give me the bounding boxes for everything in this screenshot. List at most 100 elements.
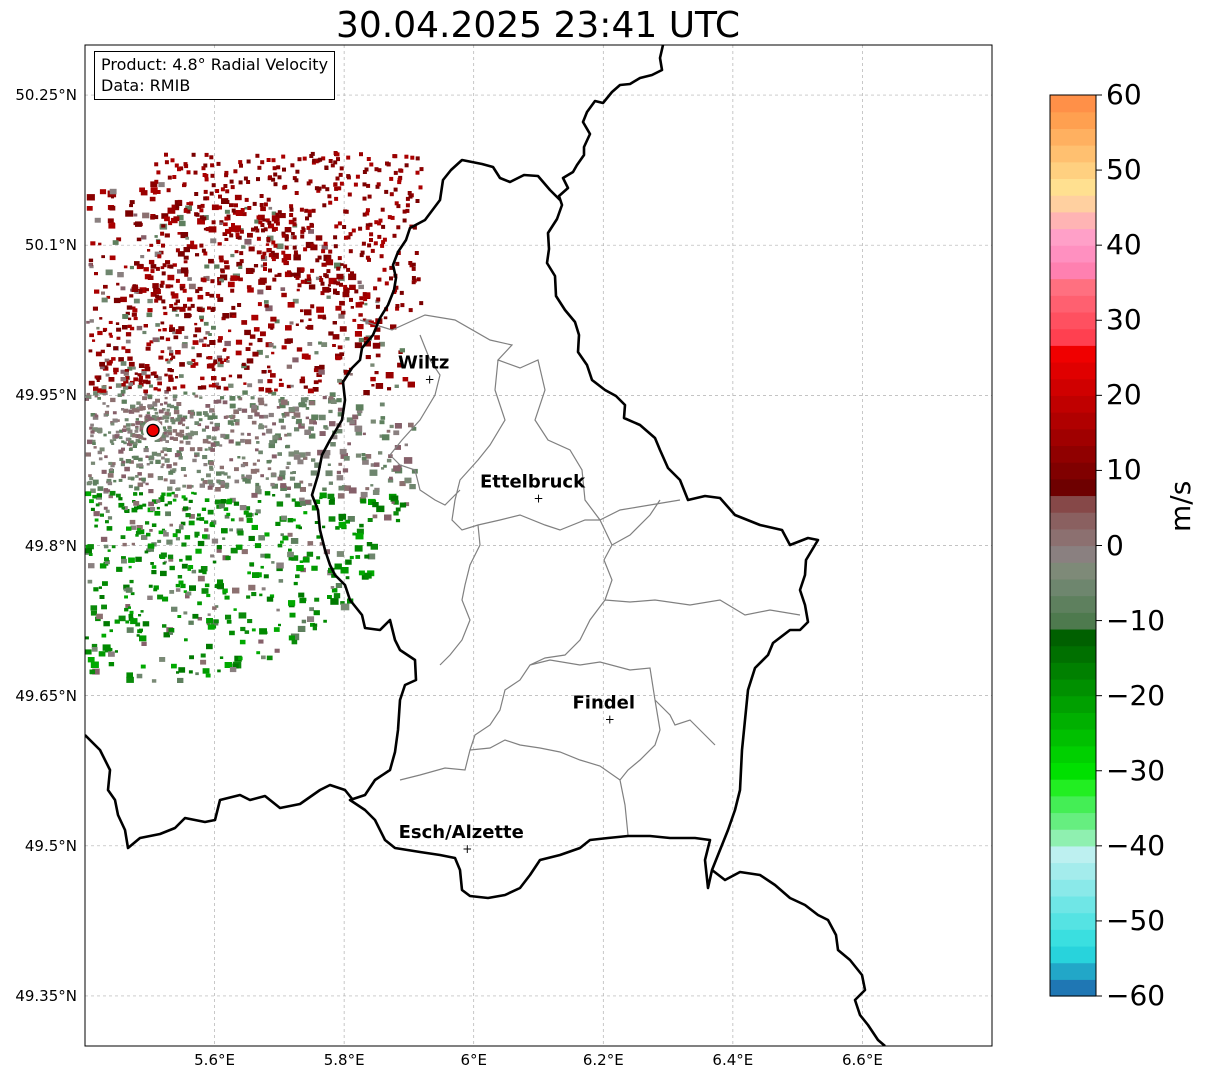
echo-cell [196,411,202,416]
echo-cell [234,467,239,472]
echo-cell [129,579,134,584]
echo-cell [113,346,118,350]
echo-cell [291,555,299,561]
echo-cell [95,375,102,380]
echo-cell [258,535,265,541]
echo-cell [209,155,214,160]
echo-cell [156,240,161,244]
echo-cell [373,462,380,467]
echo-cell [217,579,224,585]
echo-cell [135,475,139,478]
echo-cell [360,498,367,504]
echo-cell [252,462,257,466]
echo-cell [248,246,255,252]
echo-cell [147,249,151,252]
echo-cell [160,231,165,236]
echo-cell [140,421,144,424]
echo-cell [98,651,106,657]
echo-cell [313,368,319,373]
colorbar-segment [1050,95,1096,113]
echo-cell [194,327,202,333]
echo-cell [185,440,191,445]
echo-cell [164,160,169,165]
echo-cell [223,434,229,439]
echo-cell [133,213,138,217]
echo-cell [377,277,382,282]
echo-cell [340,567,349,574]
echo-cell [216,583,224,589]
echo-cell [404,163,409,168]
echo-cell [346,155,351,160]
echo-cell [156,295,163,301]
echo-cell [322,395,327,400]
echo-cell [99,447,105,452]
echo-cell [209,461,214,466]
echo-cell [103,544,109,549]
echo-cell [308,433,316,439]
echo-cell [164,459,170,463]
echo-cell [334,262,342,269]
product-info-box: Product: 4.8° Radial Velocity Data: RMIB [94,51,336,100]
echo-cell [125,311,130,316]
colorbar-segment [1050,195,1096,213]
echo-cell [286,338,293,344]
echo-cell [264,403,268,407]
echo-cell [287,270,291,275]
echo-cell [122,506,128,511]
echo-cell [142,480,146,484]
echo-cell [110,463,115,468]
echo-cell [220,499,227,504]
echo-cell [183,474,187,477]
echo-cell [371,384,375,387]
echo-cell [279,470,286,476]
echo-cell [108,332,113,336]
echo-cell [206,356,210,360]
echo-cell [163,311,168,316]
echo-cell [287,532,293,537]
echo-cell [294,178,299,183]
echo-cell [251,314,259,321]
echo-cell [300,229,305,234]
echo-cell [366,157,371,161]
echo-cell [249,334,256,339]
echo-cell [300,234,305,239]
echo-cell [337,345,343,350]
echo-cell [195,672,199,676]
echo-cell [129,265,134,270]
echo-cell [247,206,252,210]
echo-cell [408,194,413,199]
echo-cell [230,547,238,554]
echo-cell [144,364,150,368]
echo-cell [364,554,370,559]
echo-cell [299,480,304,484]
echo-cell [298,526,302,530]
echo-cell [348,273,357,281]
echo-cell [211,538,219,544]
echo-cell [265,305,273,312]
echo-cell [339,166,344,171]
echo-cell [220,274,228,281]
echo-cell [187,435,193,440]
echo-cell [209,467,214,471]
echo-cell [226,619,232,624]
echo-cell [301,423,305,426]
colorbar-tick-label: −30 [1106,753,1166,787]
echo-cell [298,592,305,598]
echo-cell [292,298,299,304]
colorbar-tick-label: −40 [1106,828,1166,862]
echo-cell [268,175,272,180]
echo-cell [94,394,98,398]
echo-cell [238,160,243,165]
lon-tick-label: 6.4°E [712,1051,754,1069]
echo-cell [136,504,143,510]
echo-cell [134,429,139,433]
echo-cell [396,225,401,230]
colorbar-tick-label: −10 [1106,603,1166,637]
echo-cell [397,177,402,182]
echo-cell [223,222,228,227]
echo-cell [377,234,382,239]
echo-cell [319,364,325,370]
echo-cell [319,278,324,282]
echo-cell [321,184,326,189]
echo-cell [326,269,331,274]
